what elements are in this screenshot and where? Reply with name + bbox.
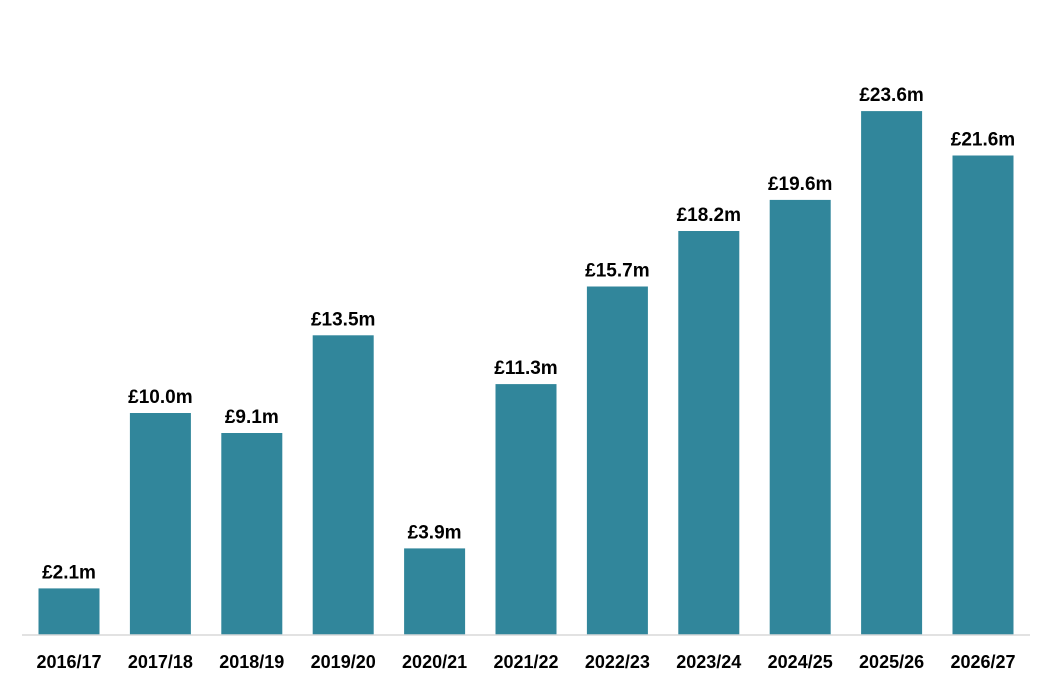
bar-2016/17: [38, 588, 100, 635]
data-labels-group: £2.1m £10.0m £9.1m £13.5m £3.9m £11.3m £15.7m £…: [42, 85, 1015, 583]
bar-2023/24: [678, 231, 740, 635]
bar-2019/20: [312, 335, 374, 635]
bar-2022/23: [586, 286, 648, 635]
bar-2024/25: [769, 199, 831, 635]
x-tick-label: 2019/20: [311, 652, 376, 672]
data-label: £10.0m: [128, 387, 192, 408]
data-label: £9.1m: [225, 407, 279, 428]
data-label: £21.6m: [951, 130, 1015, 151]
data-label: £2.1m: [42, 562, 96, 583]
data-label: £11.3m: [494, 358, 557, 379]
x-tick-label: 2026/27: [950, 652, 1015, 672]
x-tick-labels-group: 2016/17 2017/18 2018/19 2019/20 2020/21 2021/…: [36, 652, 1015, 672]
x-tick-label: 2024/25: [768, 652, 833, 672]
bar-2026/27: [952, 155, 1014, 635]
data-label: £18.2m: [677, 205, 741, 226]
x-tick-label: 2023/24: [676, 652, 741, 672]
data-label: £13.5m: [311, 309, 375, 330]
x-tick-label: 2020/21: [402, 652, 467, 672]
bar-2018/19: [221, 433, 283, 635]
x-tick-label: 2016/17: [36, 652, 101, 672]
bar-2021/22: [495, 384, 557, 635]
x-tick-label: 2022/23: [585, 652, 650, 672]
data-label: £19.6m: [768, 174, 832, 195]
x-tick-label: 2017/18: [128, 652, 193, 672]
bar-2025/26: [861, 111, 923, 636]
x-tick-label: 2025/26: [859, 652, 924, 672]
bars-group: [38, 111, 1014, 636]
bar-2017/18: [129, 413, 191, 635]
data-label: £15.7m: [585, 261, 649, 282]
bar-2020/21: [404, 548, 466, 635]
x-tick-label: 2018/19: [219, 652, 284, 672]
data-label: £3.9m: [408, 522, 462, 543]
x-tick-label: 2021/22: [493, 652, 558, 672]
data-label: £23.6m: [859, 85, 923, 106]
